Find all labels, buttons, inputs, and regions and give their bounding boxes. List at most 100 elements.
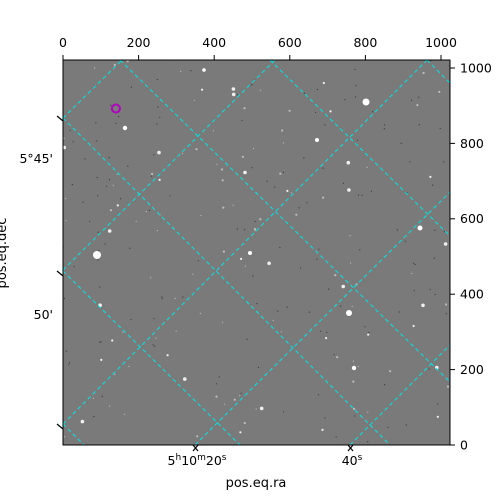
star	[445, 313, 447, 315]
star	[383, 128, 385, 130]
right-tick-label: 400	[460, 287, 484, 302]
star	[115, 122, 117, 124]
grid-line	[63, 117, 391, 445]
star	[316, 88, 318, 91]
star	[443, 242, 448, 246]
star	[329, 110, 332, 113]
bright-star	[202, 68, 206, 72]
star	[157, 150, 161, 155]
star	[116, 173, 118, 175]
star	[257, 366, 260, 368]
star	[352, 380, 355, 383]
grid-line	[63, 423, 85, 445]
star	[429, 175, 432, 178]
star	[405, 424, 407, 426]
star	[255, 408, 257, 410]
star	[335, 436, 337, 438]
star	[159, 116, 161, 118]
star	[155, 337, 157, 339]
star	[254, 230, 256, 232]
star	[389, 370, 392, 373]
star	[148, 209, 150, 211]
star	[320, 330, 322, 332]
star	[181, 152, 184, 154]
star	[120, 198, 122, 200]
star	[334, 274, 337, 277]
star	[152, 344, 154, 346]
star	[127, 165, 129, 167]
star	[233, 398, 236, 401]
star	[65, 350, 67, 352]
star	[236, 228, 238, 230]
star	[359, 249, 361, 251]
star	[72, 141, 74, 143]
star	[110, 104, 112, 106]
star	[108, 157, 110, 159]
star	[283, 411, 285, 413]
star	[240, 257, 243, 260]
star	[367, 333, 370, 336]
star	[445, 303, 448, 306]
star	[443, 161, 445, 163]
top-axis: 0 200 400 600 800 1000	[59, 35, 457, 60]
star	[71, 184, 73, 186]
top-tick-label: 200	[127, 35, 151, 50]
star	[114, 373, 116, 375]
star	[324, 417, 326, 419]
star	[122, 331, 124, 333]
right-tick-label: 200	[460, 362, 484, 377]
star	[318, 248, 320, 250]
top-tick-label: 0	[59, 35, 67, 50]
star	[216, 163, 218, 165]
star	[153, 154, 155, 156]
right-axis: 0 200 400 600 800 1000	[450, 61, 492, 453]
y-axis-label: pos.eq.dec	[0, 218, 10, 289]
star	[97, 195, 99, 197]
star	[364, 326, 366, 328]
star	[200, 214, 202, 217]
right-tick-label: 600	[460, 211, 484, 226]
star	[212, 130, 215, 132]
bright-star	[417, 225, 423, 231]
star	[126, 60, 129, 63]
star	[259, 89, 262, 91]
star	[65, 197, 67, 200]
star	[95, 122, 97, 124]
star	[355, 85, 357, 87]
star	[251, 84, 253, 86]
star	[73, 266, 75, 268]
star	[251, 167, 253, 169]
star	[150, 175, 153, 177]
star	[231, 92, 236, 97]
star	[414, 263, 416, 266]
star	[421, 303, 425, 308]
star	[295, 213, 298, 216]
star	[108, 179, 110, 181]
bottom-tick-label: 5h10m20s	[168, 453, 227, 468]
bright-star	[248, 251, 252, 255]
star	[267, 261, 271, 266]
star	[428, 368, 430, 370]
star	[352, 360, 355, 362]
star	[220, 168, 224, 171]
star	[282, 171, 284, 173]
star	[413, 290, 415, 292]
star	[82, 201, 84, 203]
star	[98, 249, 100, 252]
star	[231, 87, 236, 91]
star	[183, 377, 187, 381]
star	[246, 338, 248, 340]
star	[286, 306, 288, 308]
star	[281, 129, 284, 132]
star	[354, 68, 356, 71]
star	[194, 99, 196, 101]
star	[300, 267, 302, 269]
star	[443, 231, 445, 233]
star	[145, 210, 147, 213]
star	[434, 293, 436, 296]
star-field	[63, 60, 450, 443]
star	[222, 206, 225, 209]
star	[222, 250, 225, 253]
star	[218, 376, 220, 378]
star	[236, 94, 238, 96]
